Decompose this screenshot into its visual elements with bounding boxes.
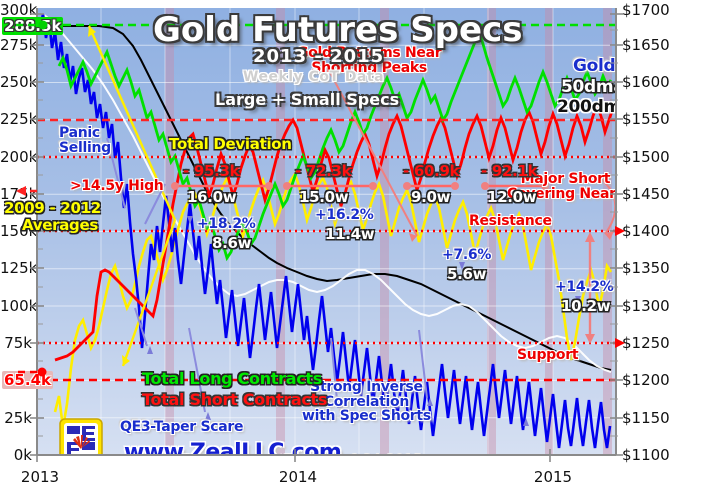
ylabel-left-100: 100k	[0, 297, 38, 315]
pct-caret-markers	[147, 200, 581, 426]
ylabel-left-150: 150k	[0, 222, 38, 240]
annotation-major-short-covering: Major Short Covering Nears	[507, 171, 616, 202]
xlabel-2015: 2015	[533, 468, 573, 486]
marker-288-5k: 288.5k	[2, 17, 64, 35]
ylabel-right-1600: $1600	[622, 73, 670, 91]
legend-long-contracts: Total Long Contracts	[142, 369, 323, 388]
major-short-arrowhead	[605, 231, 614, 240]
ylabel-left-300: 300k	[0, 1, 38, 19]
annotation-total-deviation: Total Deviation	[169, 135, 292, 153]
deviation-amount-1: - 95.3k	[183, 162, 240, 180]
ylabel-right-1350: $1350	[622, 259, 670, 277]
deviation-weeks-3: 9.0w	[411, 188, 451, 206]
page-title: Gold Futures Specs	[153, 10, 523, 50]
series-long-contracts	[57, 27, 613, 262]
ylabel-right-1250: $1250	[622, 334, 670, 352]
annotation-14-5y-high: >14.5y High	[70, 178, 164, 194]
averages-arrowhead-down	[122, 355, 130, 366]
deviation-amount-3: - 60.9k	[403, 162, 460, 180]
deviation-weeks-4: 12.0w	[487, 188, 537, 206]
annotation-support: Support	[517, 347, 579, 363]
annotation-strong-inverse-correlation: Strong Inverse Correlation with Spec Sho…	[302, 379, 431, 425]
annotation-resistance: Resistance	[469, 213, 552, 229]
xlabel-2014: 2014	[278, 468, 318, 486]
range-arrow-bottom	[585, 334, 595, 344]
zeal-logo[interactable]	[59, 418, 103, 455]
title-years: 2013 - 2015	[253, 46, 385, 67]
averages-arrowhead-up	[88, 26, 96, 37]
deviation-pct-weeks-3: 5.6w	[447, 265, 487, 283]
deviation-amount-4: - 92.1k	[481, 162, 538, 180]
series-short-contracts	[54, 102, 615, 362]
marker-averages-label: 2009 - 2012 Averages	[4, 199, 101, 235]
deviation-pct-1: +18.2%	[197, 216, 256, 232]
range-arrow-top	[585, 232, 595, 242]
plot-area: Panic Selling >14.5y High Total Deviatio…	[37, 8, 616, 455]
ylabel-right-1450: $1450	[622, 185, 670, 203]
ylabel-right-1150: $1150	[622, 409, 670, 427]
annotation-qe3-taper-scare: QE3-Taper Scare	[120, 419, 244, 435]
gold-bottoms-leader	[324, 62, 418, 237]
ylabel-right-1400: $1400	[622, 222, 670, 240]
ylabel-right-1550: $1550	[622, 110, 670, 128]
ylabel-right-1200: $1200	[622, 371, 670, 389]
zeal-logo-icon	[59, 418, 103, 455]
series-200dma	[45, 25, 612, 371]
annotation-panic-selling: Panic Selling	[59, 125, 111, 156]
ylabel-left-200: 200k	[0, 148, 38, 166]
ylabel-left-250: 250k	[0, 73, 38, 91]
deviation-pct-3: +7.6%	[442, 247, 492, 263]
ylabel-left-75: 75k	[4, 334, 32, 352]
date-stamp: 6.24.2015	[349, 452, 422, 455]
series-50dma	[42, 13, 612, 373]
deviation-weeks-1: 16.0w	[187, 188, 237, 206]
website-url[interactable]: www.ZealLLC.com	[124, 440, 342, 455]
ylabel-left-125: 125k	[0, 259, 38, 277]
deviation-brackets	[171, 182, 549, 190]
deviation-pct-weeks-2: 11.4w	[325, 225, 375, 243]
title-subtitle-2: Large + Small Specs	[215, 90, 400, 109]
deviation-weeks-2: 15.0w	[299, 188, 349, 206]
marker-65-4k: 65.4k	[2, 371, 53, 389]
purple-leader-lines	[106, 137, 428, 413]
xlabel-2013: 2013	[20, 468, 60, 486]
deviation-pct-weeks-1: 8.6w	[212, 234, 252, 252]
gold-bottoms-arrowhead	[409, 233, 417, 242]
ylabel-right-1100: $1100	[622, 446, 670, 464]
ylabel-right-1500: $1500	[622, 148, 670, 166]
deviation-pct-4: +14.2%	[555, 279, 614, 295]
legend-short-contracts: Total Short Contracts	[142, 390, 328, 409]
ylabel-right-1650: $1650	[622, 36, 670, 54]
marker-dot-288	[155, 21, 163, 29]
ylabel-left-225: 225k	[0, 110, 38, 128]
annotation-gold-bottoms: Gold Bottoms Near Shorting Peaks	[297, 45, 442, 76]
ylabel-left-25: 25k	[4, 409, 32, 427]
averages-leader-arrows	[87, 25, 177, 367]
deviation-pct-2: +16.2%	[315, 207, 374, 223]
deviation-amount-2: - 72.3k	[295, 162, 352, 180]
ylabel-right-1700: $1700	[622, 1, 670, 19]
legend-gold: Gold	[573, 56, 616, 76]
ylabel-right-1300: $1300	[622, 297, 670, 315]
ylabel-left-0: 0k	[13, 446, 32, 464]
deviation-pct-weeks-4: 10.2w	[561, 297, 611, 315]
series-averages	[53, 171, 613, 429]
title-subtitle-1: Weekly CoT Data	[243, 69, 385, 85]
ylabel-left-275: 275k	[0, 36, 38, 54]
series-gold-price	[38, 13, 612, 449]
legend-50dma: 50dma	[561, 77, 616, 97]
chart-svg	[37, 8, 616, 455]
legend-200dma: 200dma	[557, 97, 616, 117]
